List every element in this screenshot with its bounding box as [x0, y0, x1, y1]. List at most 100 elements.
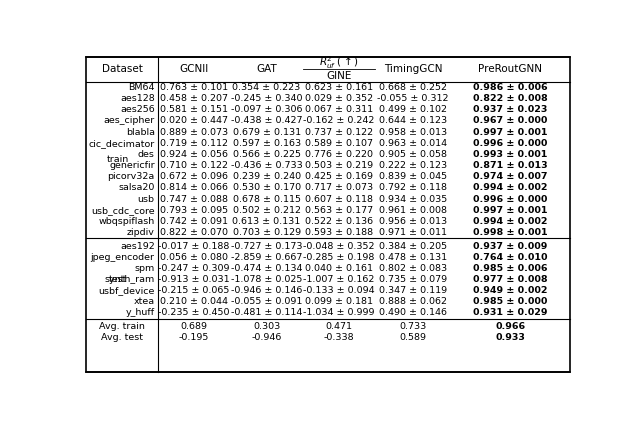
Text: 0.967 ± 0.000: 0.967 ± 0.000 [473, 116, 547, 125]
Text: usb_cdc_core: usb_cdc_core [91, 206, 155, 215]
Text: -0.338: -0.338 [324, 333, 355, 342]
Text: 0.747 ± 0.088: 0.747 ± 0.088 [160, 195, 228, 204]
Text: -0.436 ± 0.733: -0.436 ± 0.733 [230, 161, 303, 170]
Text: 0.029 ± 0.352: 0.029 ± 0.352 [305, 94, 373, 103]
Text: 0.905 ± 0.058: 0.905 ± 0.058 [379, 150, 447, 159]
Text: -0.162 ± 0.242: -0.162 ± 0.242 [303, 116, 375, 125]
Text: 0.793 ± 0.095: 0.793 ± 0.095 [160, 206, 228, 215]
Text: 0.792 ± 0.118: 0.792 ± 0.118 [379, 183, 447, 193]
Text: 0.581 ± 0.151: 0.581 ± 0.151 [160, 105, 228, 114]
Text: 0.997 ± 0.001: 0.997 ± 0.001 [473, 206, 547, 215]
Text: Avg. test: Avg. test [101, 333, 143, 342]
Text: GCNII: GCNII [179, 65, 209, 74]
Text: 0.303: 0.303 [253, 322, 280, 331]
Text: 0.566 ± 0.225: 0.566 ± 0.225 [232, 150, 301, 159]
Text: 0.056 ± 0.080: 0.056 ± 0.080 [160, 253, 228, 262]
Text: 0.597 ± 0.163: 0.597 ± 0.163 [232, 139, 301, 148]
Text: 0.961 ± 0.008: 0.961 ± 0.008 [379, 206, 447, 215]
Text: 0.956 ± 0.013: 0.956 ± 0.013 [379, 217, 447, 226]
Text: 0.996 ± 0.000: 0.996 ± 0.000 [473, 139, 547, 148]
Text: -0.474 ± 0.134: -0.474 ± 0.134 [231, 264, 302, 273]
Text: 0.889 ± 0.073: 0.889 ± 0.073 [160, 128, 228, 136]
Text: aes256: aes256 [120, 105, 155, 114]
Text: 0.689: 0.689 [180, 322, 207, 331]
Text: 0.471: 0.471 [326, 322, 353, 331]
Text: aes_cipher: aes_cipher [104, 116, 155, 125]
Text: Avg. train: Avg. train [99, 322, 145, 331]
Text: zipdiv: zipdiv [127, 228, 155, 237]
Text: test: test [109, 275, 127, 284]
Text: usbf_device: usbf_device [99, 286, 155, 295]
Text: 0.607 ± 0.118: 0.607 ± 0.118 [305, 195, 373, 204]
Text: 0.986 ± 0.006: 0.986 ± 0.006 [473, 83, 547, 92]
Text: BM64: BM64 [128, 83, 155, 92]
Text: 0.994 ± 0.002: 0.994 ± 0.002 [473, 183, 547, 193]
Text: 0.742 ± 0.091: 0.742 ± 0.091 [160, 217, 228, 226]
Text: Dataset: Dataset [102, 65, 143, 74]
Text: train: train [107, 156, 129, 164]
Text: 0.593 ± 0.188: 0.593 ± 0.188 [305, 228, 373, 237]
Text: 0.937 ± 0.009: 0.937 ± 0.009 [473, 241, 547, 250]
Text: -1.007 ± 0.162: -1.007 ± 0.162 [303, 275, 375, 284]
Text: 0.822 ± 0.070: 0.822 ± 0.070 [160, 228, 228, 237]
Text: 0.458 ± 0.207: 0.458 ± 0.207 [160, 94, 228, 103]
Text: y_huff: y_huff [125, 309, 155, 317]
Text: 0.210 ± 0.044: 0.210 ± 0.044 [160, 298, 228, 306]
Text: -0.245 ± 0.340: -0.245 ± 0.340 [231, 94, 302, 103]
Text: -0.215 ± 0.065: -0.215 ± 0.065 [158, 286, 230, 295]
Text: 0.974 ± 0.007: 0.974 ± 0.007 [473, 172, 547, 181]
Text: aes192: aes192 [120, 241, 155, 250]
Text: 0.040 ± 0.161: 0.040 ± 0.161 [305, 264, 373, 273]
Text: usb: usb [138, 195, 155, 204]
Text: 0.937 ± 0.023: 0.937 ± 0.023 [473, 105, 547, 114]
Text: 0.425 ± 0.169: 0.425 ± 0.169 [305, 172, 373, 181]
Text: 0.679 ± 0.131: 0.679 ± 0.131 [232, 128, 301, 136]
Text: 0.764 ± 0.010: 0.764 ± 0.010 [473, 253, 547, 262]
Text: 0.668 ± 0.252: 0.668 ± 0.252 [379, 83, 447, 92]
Text: 0.814 ± 0.066: 0.814 ± 0.066 [160, 183, 228, 193]
Text: GINE: GINE [326, 71, 352, 82]
Text: -0.235 ± 0.450: -0.235 ± 0.450 [158, 309, 230, 317]
Text: 0.985 ± 0.000: 0.985 ± 0.000 [473, 298, 547, 306]
Text: wbqspiflash: wbqspiflash [99, 217, 155, 226]
Text: cic_decimator: cic_decimator [88, 139, 155, 148]
Text: 0.099 ± 0.181: 0.099 ± 0.181 [305, 298, 373, 306]
Text: 0.499 ± 0.102: 0.499 ± 0.102 [379, 105, 447, 114]
Text: 0.710 ± 0.122: 0.710 ± 0.122 [160, 161, 228, 170]
Text: 0.502 ± 0.212: 0.502 ± 0.212 [232, 206, 301, 215]
Text: 0.239 ± 0.240: 0.239 ± 0.240 [232, 172, 301, 181]
Text: salsa20: salsa20 [118, 183, 155, 193]
Text: 0.644 ± 0.123: 0.644 ± 0.123 [379, 116, 447, 125]
Text: -0.055 ± 0.091: -0.055 ± 0.091 [231, 298, 302, 306]
Text: 0.737 ± 0.122: 0.737 ± 0.122 [305, 128, 373, 136]
Text: -1.078 ± 0.025: -1.078 ± 0.025 [231, 275, 302, 284]
Text: PreRoutGNN: PreRoutGNN [478, 65, 542, 74]
Text: -1.034 ± 0.999: -1.034 ± 0.999 [303, 309, 375, 317]
Text: 0.996 ± 0.000: 0.996 ± 0.000 [473, 195, 547, 204]
Text: -0.048 ± 0.352: -0.048 ± 0.352 [303, 241, 375, 250]
Text: 0.719 ± 0.112: 0.719 ± 0.112 [160, 139, 228, 148]
Text: 0.971 ± 0.011: 0.971 ± 0.011 [379, 228, 447, 237]
Text: 0.963 ± 0.014: 0.963 ± 0.014 [379, 139, 447, 148]
Text: spm: spm [134, 264, 155, 273]
Text: -0.913 ± 0.031: -0.913 ± 0.031 [158, 275, 230, 284]
Text: 0.997 ± 0.001: 0.997 ± 0.001 [473, 128, 547, 136]
Text: -0.055 ± 0.312: -0.055 ± 0.312 [377, 94, 449, 103]
Text: -0.946: -0.946 [252, 333, 282, 342]
Text: 0.763 ± 0.101: 0.763 ± 0.101 [160, 83, 228, 92]
Text: 0.888 ± 0.062: 0.888 ± 0.062 [379, 298, 447, 306]
Text: -0.097 ± 0.306: -0.097 ± 0.306 [231, 105, 302, 114]
Text: GAT: GAT [256, 65, 277, 74]
Text: jpeg_encoder: jpeg_encoder [91, 253, 155, 262]
Text: 0.958 ± 0.013: 0.958 ± 0.013 [379, 128, 447, 136]
Text: 0.384 ± 0.205: 0.384 ± 0.205 [379, 241, 447, 250]
Text: 0.354 ± 0.223: 0.354 ± 0.223 [232, 83, 301, 92]
Text: -0.946 ± 0.146: -0.946 ± 0.146 [231, 286, 302, 295]
Text: 0.623 ± 0.161: 0.623 ± 0.161 [305, 83, 373, 92]
Text: 0.490 ± 0.146: 0.490 ± 0.146 [379, 309, 447, 317]
Text: -0.017 ± 0.188: -0.017 ± 0.188 [158, 241, 230, 250]
Text: -0.285 ± 0.198: -0.285 ± 0.198 [303, 253, 375, 262]
Text: 0.563 ± 0.177: 0.563 ± 0.177 [305, 206, 373, 215]
Text: 0.977 ± 0.008: 0.977 ± 0.008 [473, 275, 547, 284]
Text: 0.839 ± 0.045: 0.839 ± 0.045 [379, 172, 447, 181]
